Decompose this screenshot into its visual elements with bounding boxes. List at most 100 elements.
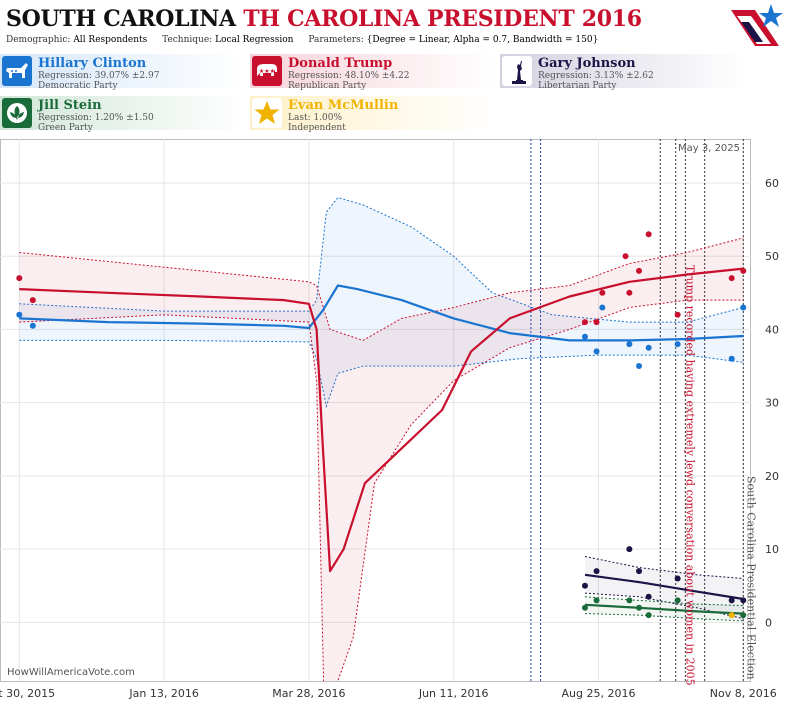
poll-point-jill-stein <box>740 612 747 619</box>
donkey-icon <box>2 56 32 86</box>
globe-leaf-icon <box>2 98 32 128</box>
band-lower-donald-trump <box>19 299 744 681</box>
date-stamp: May 3, 2025 <box>678 143 741 154</box>
y-axis: 0 10 20 30 40 50 60 <box>765 177 779 629</box>
y-tick-label: 40 <box>765 323 779 336</box>
y-tick-label: 10 <box>765 543 779 556</box>
poll-point-hillary-clinton <box>581 333 588 340</box>
band-gary-johnson <box>585 556 744 619</box>
y-tick-label: 60 <box>765 177 779 190</box>
candidate-regression: Regression: 3.13% ±2.62 <box>538 71 654 81</box>
poll-point-donald-trump <box>636 267 643 274</box>
candidate-card-stein[interactable]: Jill Stein Regression: 1.20% ±1.50 Green… <box>0 96 246 133</box>
candidate-party: Green Party <box>38 123 93 133</box>
y-tick-label: 50 <box>765 250 779 263</box>
x-tick-label: Aug 25, 2016 <box>561 687 635 700</box>
y-tick-label: 30 <box>765 397 779 410</box>
demographic-label: Demographic: <box>6 35 71 45</box>
x-tick-label: Jun 11, 2016 <box>418 687 489 700</box>
parameters-value: {Degree = Linear, Alpha = 0.7, Bandwidth… <box>366 35 599 45</box>
poll-point-hillary-clinton <box>728 355 735 362</box>
demographic-value: All Respondents <box>73 35 148 45</box>
candidate-regression: Regression: 1.20% ±1.50 <box>38 113 154 123</box>
poll-point-donald-trump <box>16 275 23 282</box>
poll-point-donald-trump <box>581 319 588 326</box>
y-tick-label: 20 <box>765 470 779 483</box>
candidate-party: Republican Party <box>288 81 367 91</box>
poll-point-donald-trump <box>728 275 735 282</box>
poll-point-gary-johnson <box>626 546 633 553</box>
band-upper-donald-trump <box>19 237 744 341</box>
poll-point-hillary-clinton <box>645 344 652 351</box>
annotations: Trump recorded having extremely lewd con… <box>683 265 757 686</box>
candidate-party: Libertarian Party <box>538 81 617 91</box>
poll-point-donald-trump <box>29 297 36 304</box>
annotation-label: South Carolina Presidential Election <box>744 476 757 680</box>
candidate-regression: Last: 1.00% <box>288 113 343 123</box>
page-title: SOUTH CAROLINA TH CAROLINA PRESIDENT 201… <box>6 6 642 32</box>
star-icon <box>252 98 282 128</box>
poll-point-hillary-clinton <box>29 322 36 329</box>
band-lower-hillary-clinton <box>19 339 744 409</box>
annotation-label: Trump recorded having extremely lewd con… <box>683 265 696 686</box>
poll-point-donald-trump <box>622 253 629 260</box>
parameters-line: Demographic: All Respondents Technique: … <box>6 35 610 45</box>
band-donald-trump <box>19 237 744 681</box>
trend-lines <box>19 267 744 615</box>
trend-line-hillary-clinton <box>19 284 744 342</box>
technique-value: Local Regression <box>215 35 294 45</box>
candidate-name: Hillary Clinton <box>38 56 147 71</box>
candidate-card-trump[interactable]: ★★★ Donald Trump Regression: 48.10% ±4.2… <box>250 54 496 91</box>
band-upper-gary-johnson <box>584 556 744 579</box>
trend-line-jill-stein <box>584 603 744 615</box>
grid <box>0 139 751 681</box>
title-state: SOUTH CAROLINA <box>6 6 236 32</box>
poll-point-hillary-clinton <box>674 341 681 348</box>
poll-point-gary-johnson <box>593 568 600 575</box>
candidate-card-clinton[interactable]: Hillary Clinton Regression: 39.07% ±2.97… <box>0 54 246 91</box>
header: SOUTH CAROLINA TH CAROLINA PRESIDENT 201… <box>0 0 789 50</box>
poll-point-hillary-clinton <box>599 304 606 311</box>
poll-point-jill-stein <box>593 597 600 604</box>
candidate-party: Democratic Party <box>38 81 118 91</box>
poll-point-jill-stein <box>626 597 633 604</box>
poll-point-donald-trump <box>626 289 633 296</box>
candidate-regression: Regression: 39.07% ±2.97 <box>38 71 160 81</box>
poll-point-gary-johnson <box>636 568 643 575</box>
parameters-label: Parameters: <box>308 35 364 45</box>
poll-point-donald-trump <box>599 289 606 296</box>
x-axis: Oct 30, 2015 Jan 13, 2016 Mar 28, 2016 Jun … <box>0 687 777 700</box>
poll-point-hillary-clinton <box>636 363 643 370</box>
poll-point-gary-johnson <box>645 593 652 600</box>
candidate-name: Gary Johnson <box>538 56 636 71</box>
poll-point-hillary-clinton <box>16 311 23 318</box>
candidate-regression: Regression: 48.10% ±4.22 <box>288 71 410 81</box>
y-tick-label: 0 <box>765 616 772 629</box>
poll-point-jill-stein <box>674 597 681 604</box>
poll-point-gary-johnson <box>674 575 681 582</box>
confidence-bands <box>19 197 744 681</box>
x-tick-label: Jan 13, 2016 <box>128 687 198 700</box>
poll-point-hillary-clinton <box>593 348 600 355</box>
title-rest: TH CAROLINA PRESIDENT 2016 <box>243 6 642 32</box>
poll-points <box>16 231 747 619</box>
poll-point-donald-trump <box>740 267 747 274</box>
poll-point-hillary-clinton <box>626 341 633 348</box>
candidate-name: Donald Trump <box>288 56 393 71</box>
candidate-card-mcmullin[interactable]: Evan McMullin Last: 1.00% Independent <box>250 96 496 133</box>
x-tick-label: Nov 8, 2016 <box>710 687 777 700</box>
poll-point-donald-trump <box>674 311 681 318</box>
poll-point-jill-stein <box>645 612 652 619</box>
candidate-party: Independent <box>288 123 346 133</box>
svg-text:★★★: ★★★ <box>259 68 275 75</box>
trend-line-gary-johnson <box>584 573 744 601</box>
poll-point-gary-johnson <box>740 597 747 604</box>
polling-chart: 0 10 20 30 40 50 60 Oct 30, 2015 Jan 13, 2016 Ma… <box>0 139 779 700</box>
footer-site: HowWillAmericaVote.com <box>7 667 135 678</box>
poll-point-donald-trump <box>645 231 652 238</box>
candidate-card-johnson[interactable]: Gary Johnson Regression: 3.13% ±2.62 Lib… <box>500 54 746 91</box>
plot-frame <box>0 139 751 682</box>
poll-point-gary-johnson <box>728 597 735 604</box>
x-tick-label: Oct 30, 2015 <box>0 687 55 700</box>
x-tick-label: Mar 28, 2016 <box>272 687 345 700</box>
